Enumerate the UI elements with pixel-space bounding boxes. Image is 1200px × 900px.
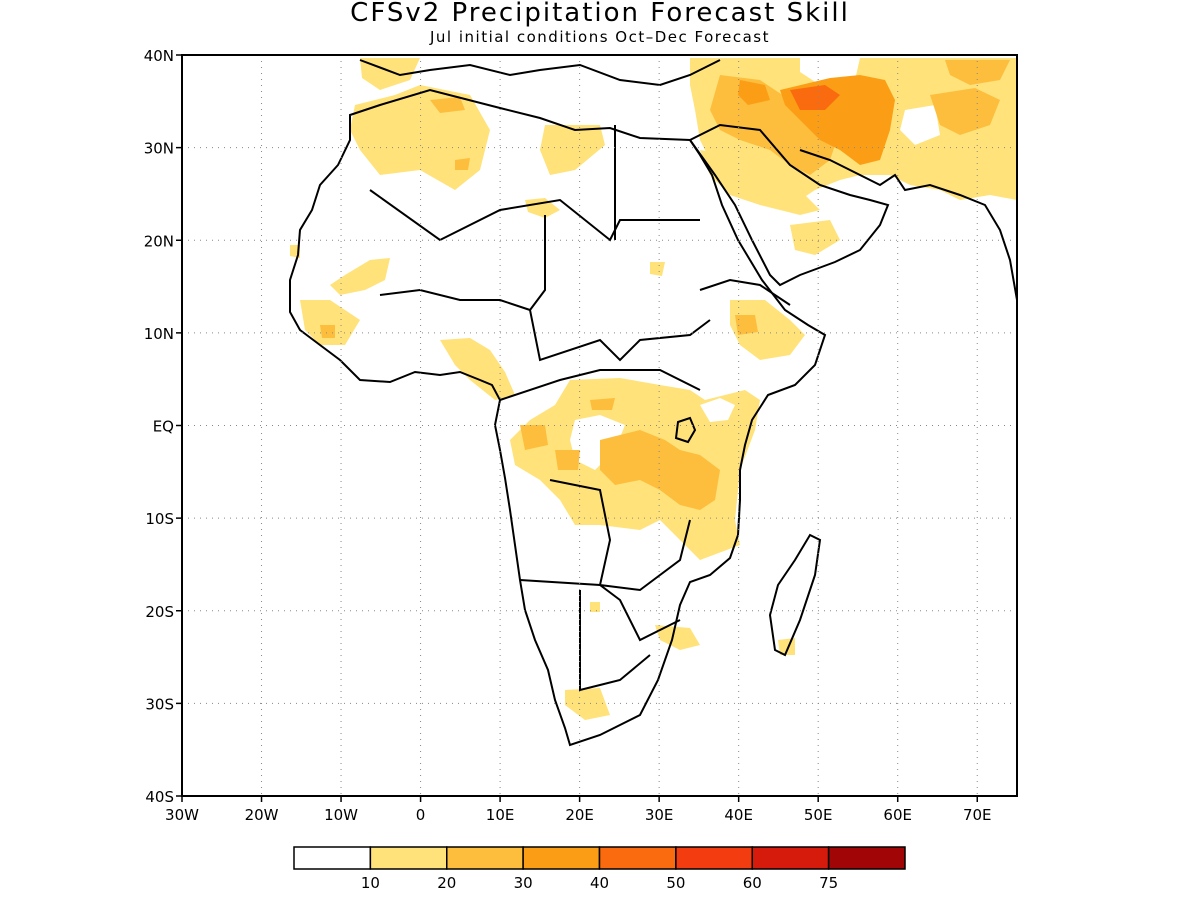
legend-label: 40 [590, 874, 609, 892]
skill-patch [555, 450, 580, 470]
legend-swatch [827, 846, 906, 870]
legend-swatch [446, 846, 524, 870]
lon-tick-label: 30E [645, 806, 674, 824]
lon-tick-label: 30W [165, 806, 199, 824]
skill-patch [520, 425, 548, 450]
country-border [699, 278, 791, 306]
country-border [528, 215, 711, 362]
legend-label: 20 [437, 874, 456, 892]
lon-tick-label: 10E [486, 806, 515, 824]
europe-coastline [359, 59, 721, 87]
skill-patch [565, 688, 610, 720]
skill-patch [700, 150, 820, 215]
legend-label: 75 [819, 874, 838, 892]
skill-patch [440, 338, 515, 400]
skill-patch [540, 125, 605, 175]
legend-swatch [369, 846, 448, 870]
skill-patch [570, 415, 625, 470]
lon-tick-label: 10W [324, 806, 358, 824]
lat-tick-label: 10S [145, 510, 174, 528]
skill-shading [290, 58, 1017, 720]
skill-patch [300, 300, 360, 345]
legend-label: 30 [514, 874, 533, 892]
lon-tick-label: 0 [416, 806, 426, 824]
country-border [519, 579, 681, 642]
skill-patch [790, 85, 840, 110]
legend-swatch [751, 846, 830, 870]
arabia-coastline [688, 123, 890, 287]
skill-patch [738, 80, 770, 105]
lon-tick-label: 20W [245, 806, 279, 824]
skill-patch [430, 97, 465, 113]
skill-patch [930, 88, 1000, 135]
country-border [499, 369, 701, 401]
color-legend: 10 20 30 40 50 60 75 [293, 846, 906, 892]
skill-patch [735, 315, 758, 335]
legend-swatch [522, 846, 601, 870]
coastlines-and-borders [289, 59, 1017, 747]
lat-tick-label: 20N [144, 232, 174, 250]
skill-patch [330, 258, 390, 295]
skill-patch [650, 262, 665, 276]
legend-label: 50 [666, 874, 685, 892]
country-border [369, 189, 700, 242]
legend-swatch [293, 846, 372, 870]
lon-tick-label: 20E [565, 806, 594, 824]
lat-tick-label: 30S [145, 695, 174, 713]
africa-coastline [289, 88, 827, 747]
country-border [579, 590, 651, 692]
madagascar-coastline [768, 533, 822, 657]
legend-swatch [598, 846, 677, 870]
map-subtitle: Jul initial conditions Oct–Dec Forecast [429, 28, 771, 46]
legend-label: 10 [361, 874, 380, 892]
skill-patch [790, 220, 840, 255]
skill-patch [945, 60, 1010, 85]
skill-patch [700, 398, 735, 422]
lon-tick-label: 40E [724, 806, 753, 824]
lon-tick-label: 50E [804, 806, 833, 824]
skill-patch [525, 198, 560, 218]
lat-tick-label: 30N [144, 140, 174, 158]
lat-tick-label: 10N [144, 325, 174, 343]
lat-tick-label: EQ [153, 418, 174, 436]
lon-tick-label: 70E [963, 806, 992, 824]
skill-patch [710, 75, 840, 175]
skill-patch [590, 602, 600, 612]
map-title: CFSv2 Precipitation Forecast Skill [350, 0, 850, 28]
skill-patch [590, 398, 615, 410]
lon-tick-label: 60E [883, 806, 912, 824]
persian-gulf-coastline [799, 149, 1017, 301]
country-border [379, 288, 531, 311]
skill-patch [600, 430, 720, 510]
lake-victoria [674, 416, 697, 444]
skill-patch [320, 325, 335, 338]
legend-label: 60 [743, 874, 762, 892]
lat-tick-label: 40N [144, 47, 174, 65]
legend-swatch [675, 846, 753, 870]
skill-patch [455, 158, 470, 170]
skill-patch [655, 625, 700, 650]
skill-patch [900, 105, 940, 145]
lat-tick-label: 40S [145, 788, 174, 806]
lat-tick-label: 20S [145, 603, 174, 621]
